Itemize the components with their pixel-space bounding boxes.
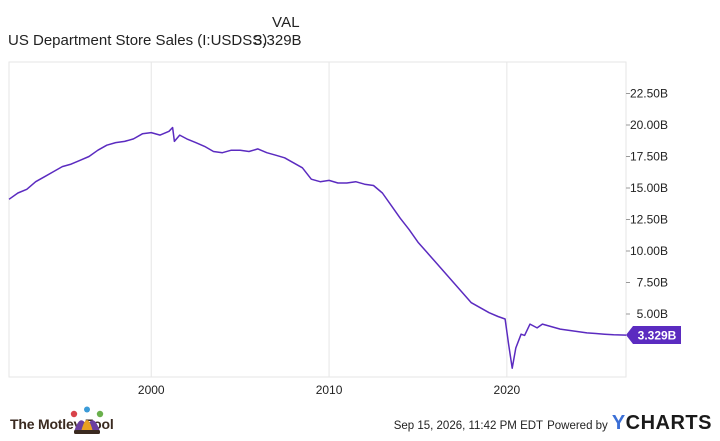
last-value-tag-shape: [626, 326, 681, 345]
chart-footer: The Motley Fool Sep 15, 2026, 11:42 PM E…: [0, 404, 720, 441]
chart-labels: 2000 2010 2020 5.00B 7.50B 10.00B 12.50B 15.00B…: [138, 87, 681, 397]
chart-axes: [8, 61, 630, 378]
x-tick-label: 2000: [138, 383, 165, 397]
y-tick-label: 7.50B: [637, 276, 668, 290]
x-tick-label: 2010: [316, 383, 343, 397]
legend-value-header: VAL: [272, 14, 300, 31]
plot-area-border: [8, 61, 627, 378]
y-tick-label: 17.50B: [630, 150, 668, 164]
y-tick-label: 20.00B: [630, 118, 668, 132]
ycharts-logo[interactable]: Y CHARTS: [612, 412, 712, 435]
line-chart: 2000 2010 2020 5.00B 7.50B 10.00B 12.50B 15.00B…: [8, 61, 681, 397]
last-value-tag: 3.329B: [626, 326, 681, 345]
chart-series: [8, 126, 627, 369]
x-tick-label: 2020: [494, 383, 521, 397]
ycharts-logo-y: Y: [611, 412, 626, 434]
legend-series-value: 3.329B: [254, 32, 302, 49]
chart-legend: VAL US Department Store Sales (I:USDSS) …: [0, 0, 720, 56]
last-value-label: 3.329B: [638, 329, 677, 343]
legend-series-name[interactable]: US Department Store Sales (I:USDSS): [8, 32, 268, 49]
y-tick-label: 12.50B: [630, 213, 668, 227]
timestamp: Sep 15, 2026, 11:42 PM EDT: [393, 419, 544, 432]
ycharts-logo-rest: CHARTS: [625, 412, 712, 434]
powered-by-label: Powered by: [547, 419, 608, 432]
chart-grid: [150, 62, 508, 377]
jester-cap-icon: [70, 406, 104, 434]
y-tick-label: 15.00B: [630, 181, 668, 195]
y-tick-label: 22.50B: [630, 87, 668, 101]
series-line[interactable]: [8, 126, 627, 369]
y-tick-label: 5.00B: [637, 307, 668, 321]
y-tick-label: 10.00B: [630, 244, 668, 258]
